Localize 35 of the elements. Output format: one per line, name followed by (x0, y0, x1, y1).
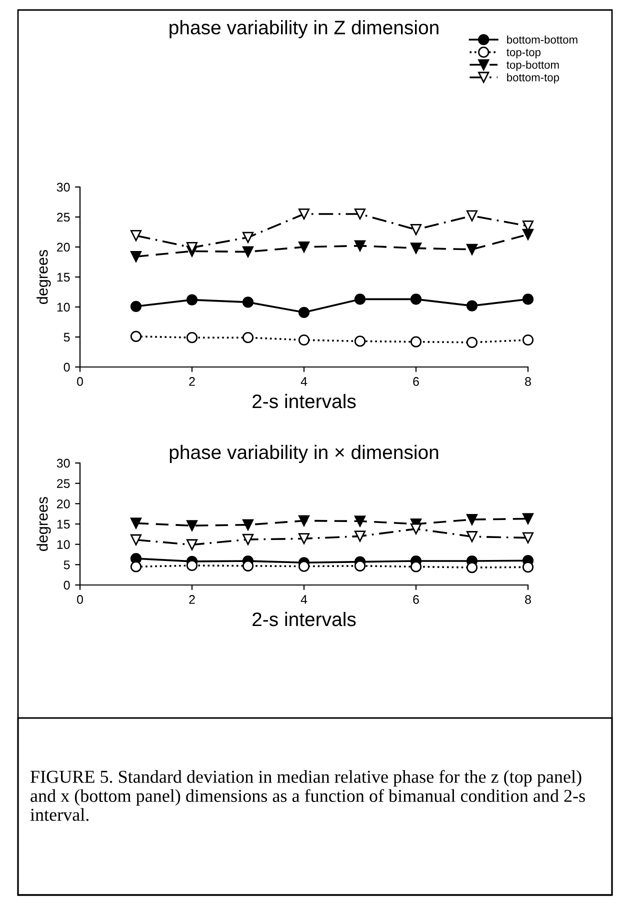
legend-label: bottom-top (507, 73, 560, 84)
x-tick-label: 0 (77, 595, 83, 604)
y-tick-label: 25 (57, 479, 70, 488)
legend-label: top-bottom (506, 60, 559, 71)
y-tick-label: 10 (57, 540, 70, 549)
x-tick-label: 4 (300, 595, 308, 604)
y-tick-label: 25 (57, 212, 70, 222)
x-tick-label: 8 (525, 377, 531, 386)
y-tick-label: 0 (64, 580, 70, 590)
y-tick-label: 20 (57, 499, 70, 508)
legend-label: top-top (506, 48, 541, 58)
x-tick-label: 0 (77, 377, 83, 386)
x-axis-title: 2-s intervals (252, 394, 356, 408)
y-tick-label: 5 (64, 560, 70, 570)
x-axis-title: 2-s intervals (252, 612, 356, 626)
x-tick-label: 8 (525, 595, 531, 604)
x-tick-label: 2 (189, 377, 195, 386)
y-axis-title: degrees (36, 496, 51, 551)
legend-label: bottom-bottom (507, 35, 578, 44)
x-tick-label: 4 (300, 377, 308, 386)
x-tick-label: 2 (189, 595, 195, 604)
y-tick-label: 30 (56, 458, 70, 468)
y-tick-label: 0 (64, 362, 70, 372)
chart-title: phase variability in × dimension (170, 444, 438, 463)
y-tick-label: 30 (56, 182, 70, 192)
y-tick-label: 15 (57, 272, 70, 282)
y-tick-label: 15 (57, 520, 70, 529)
y-tick-label: 10 (57, 302, 70, 312)
x-tick-label: 6 (413, 377, 419, 386)
x-tick-label: 6 (413, 595, 419, 604)
y-axis-title: degrees (36, 250, 51, 304)
y-tick-label: 5 (64, 332, 70, 342)
chart-title: phase variability in Z dimension (170, 20, 438, 38)
caption: FIGURE 5. Standard deviation in median relative phase for the z (top panel) and x (bottom panel) dimensions as a function of bimanual condition and 2-s interval. (30, 770, 585, 821)
y-tick-label: 20 (57, 242, 70, 252)
